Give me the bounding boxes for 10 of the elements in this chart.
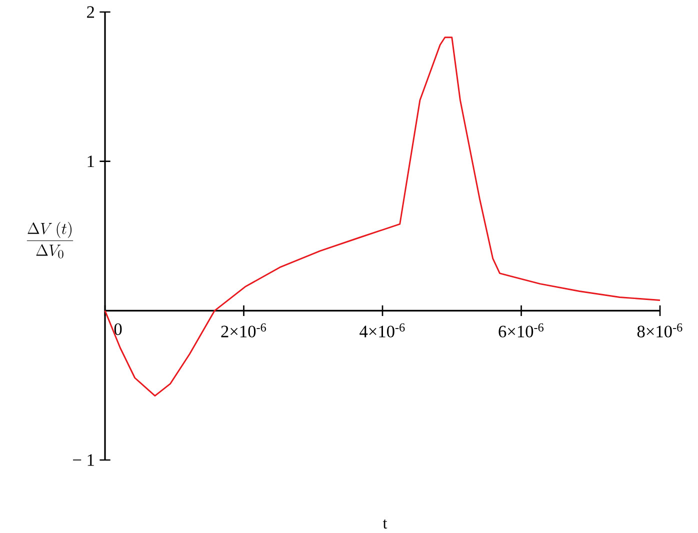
y-tick-label: 1 [88, 156, 94, 168]
y-tick-label: 2 [87, 6, 94, 18]
x-tick-label: 6×10$^{-6}$ [498, 323, 544, 338]
x-tick-label: 8×10$^{-6}$ [637, 323, 682, 338]
x-tick-label: 2×10$^{-6}$ [221, 323, 266, 338]
x-tick-label: 4×10$^{-6}$ [360, 323, 405, 338]
y-axis-title: $\frac{\Delta V\,(t)}{\Delta V_{0}}$ [26, 222, 74, 258]
x-tick-label: 0 [114, 323, 122, 336]
y-tick-label: − 1 [73, 454, 94, 466]
x-axis-title: t [382, 519, 388, 529]
